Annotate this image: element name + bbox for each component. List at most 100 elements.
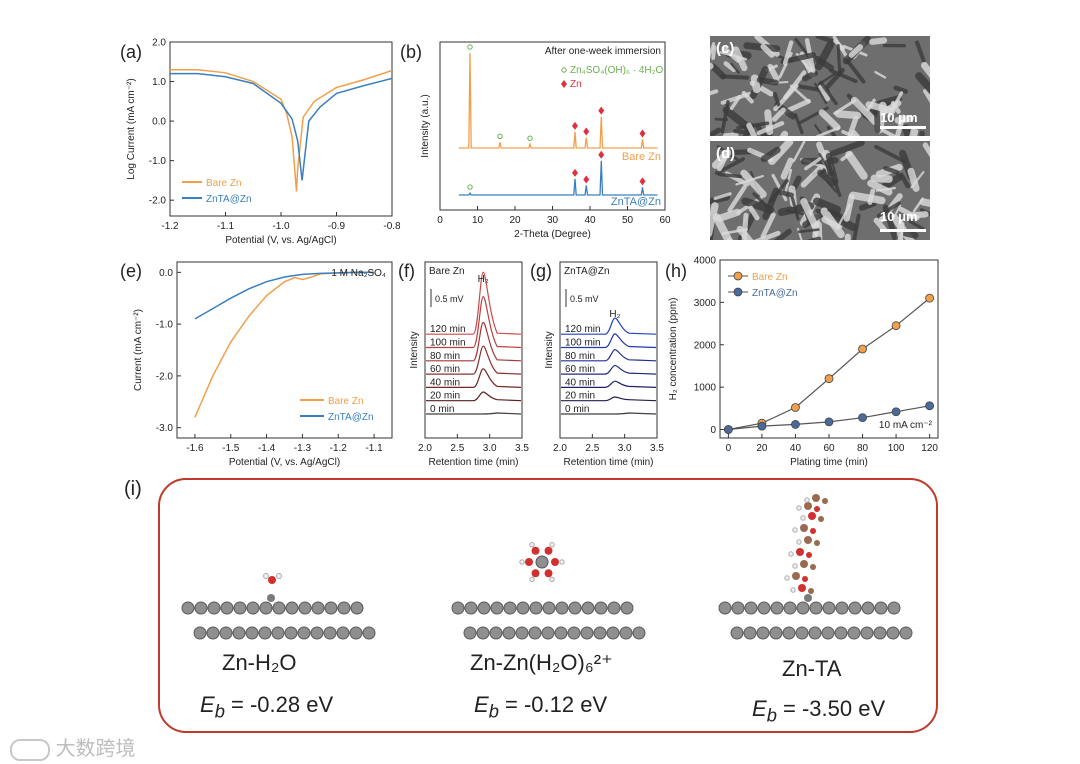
zn-atom — [528, 626, 542, 640]
eb-sub: b — [488, 700, 499, 722]
model-name-1: Zn-H₂O — [222, 650, 297, 675]
chart-f-xtick-label: 3.0 — [483, 443, 497, 454]
sem-flake — [919, 130, 925, 136]
zn-atom — [861, 601, 875, 615]
panel-label-i: (i) — [124, 478, 142, 500]
chart-b-legend-zhs-marker — [561, 67, 567, 73]
hydrogen-atom — [788, 551, 794, 557]
chart-b-series-label-1: ZnTA@Zn — [611, 196, 661, 208]
ta-atom — [802, 576, 808, 582]
zn-atom — [477, 601, 491, 615]
zn-atom — [555, 601, 569, 615]
oxygen-atom — [268, 576, 276, 584]
hydrogen-atom — [276, 573, 282, 579]
chart-h-point-0 — [925, 293, 935, 303]
ta-atom — [804, 502, 812, 510]
chart-g-trace-label: 20 min — [565, 391, 595, 402]
hydrogen-atom — [784, 575, 790, 581]
oxygen-atom — [525, 558, 533, 566]
sem-flake — [840, 151, 853, 162]
sem-flake — [828, 68, 858, 84]
sem-flake — [717, 172, 742, 179]
chart-f-trace-label: 120 min — [430, 324, 466, 335]
zn-atom — [770, 601, 784, 615]
panel-label-a: (a) — [120, 42, 142, 62]
chart-a-ytick-label: -1.0 — [149, 156, 167, 167]
zn-atom — [620, 601, 634, 615]
hydrogen-atom — [559, 559, 565, 565]
zn-atom — [350, 601, 364, 615]
zn-atom — [887, 601, 901, 615]
chart-b-xtick-label: 20 — [509, 215, 521, 226]
sem-flake — [879, 127, 898, 136]
sem-flake — [920, 61, 930, 79]
chart-b-zn-marker — [583, 175, 590, 184]
ta-atom — [792, 572, 800, 580]
zn-atom — [194, 601, 208, 615]
panel-label-d: (d) — [716, 145, 736, 162]
sem-flake — [730, 62, 740, 74]
sem-flake — [711, 149, 732, 169]
chart-e-ytick-label: -2.0 — [156, 371, 174, 382]
chart-a-ytick-label: 0.0 — [152, 117, 166, 128]
chart-h-xtick-label: 20 — [756, 443, 768, 454]
zn-atom — [464, 601, 478, 615]
zn-atom — [207, 601, 221, 615]
sem-flake — [715, 208, 742, 223]
chart-g-trace — [561, 380, 657, 388]
sem-flake — [750, 74, 761, 94]
sem-flake — [817, 169, 837, 187]
chart-f-trace — [426, 368, 522, 388]
chart-g: 2.0 2.5 3.0 3.5 120 min 100 min 80 min 60 min 40… — [544, 261, 664, 468]
watermark: 大数跨境 — [10, 732, 136, 761]
watermark-text: 大数跨境 — [55, 738, 136, 760]
chart-h-xlabel: Plating time (min) — [790, 457, 868, 468]
sem-flake — [901, 124, 913, 136]
chart-f-trace — [426, 345, 522, 375]
chart-a-xtick-label: -1.2 — [161, 221, 179, 232]
sem-flake — [767, 63, 780, 82]
chart-f-trace — [426, 271, 522, 335]
sem-flake — [815, 126, 841, 136]
binding-energy-2: Eb = -0.12 eV — [474, 692, 607, 722]
zn-atom — [259, 601, 273, 615]
chart-g-trace — [561, 412, 657, 415]
chart-e-xtick-label: -1.2 — [330, 443, 348, 454]
zn-atom — [362, 626, 376, 640]
sem-flake — [915, 72, 930, 95]
zn-atom — [298, 601, 312, 615]
sem-flake — [736, 121, 770, 130]
zn-atom — [476, 626, 490, 640]
sem-flake — [869, 37, 888, 45]
eb-symbol: E — [752, 696, 767, 721]
binding-energy-3: Eb = -3.50 eV — [752, 696, 885, 726]
sem-flake — [848, 44, 864, 58]
chart-b-zhs-marker — [467, 44, 473, 50]
sem-flake — [847, 115, 859, 136]
sem-flake — [756, 76, 779, 86]
panel-label-f: (f) — [398, 261, 415, 281]
sem-flake — [814, 124, 823, 136]
chart-a-frame — [169, 41, 393, 217]
sem-flake — [782, 40, 794, 66]
sem-flake — [820, 207, 845, 239]
chart-f-trace — [426, 412, 522, 415]
sem-flake — [919, 198, 930, 207]
chart-f-trace — [426, 391, 522, 402]
chart-b-zn-marker — [639, 177, 646, 186]
panel-label-b: (b) — [400, 42, 422, 62]
sem-flake — [741, 90, 754, 104]
zn-atom — [271, 626, 285, 640]
zn-atom — [756, 626, 770, 640]
chart-g-frame — [559, 261, 658, 439]
chart-a-ytick-label: 2.0 — [152, 38, 166, 49]
chart-e-series-1 — [194, 271, 375, 320]
sem-flake — [858, 200, 877, 211]
chart-e-xtick-label: -1.4 — [258, 443, 276, 454]
sem-flake — [845, 58, 866, 84]
sem-flake — [800, 165, 824, 188]
zn-atom — [873, 626, 887, 640]
zn-atom — [796, 601, 810, 615]
zn-atom — [731, 601, 745, 615]
zn-atom — [311, 601, 325, 615]
